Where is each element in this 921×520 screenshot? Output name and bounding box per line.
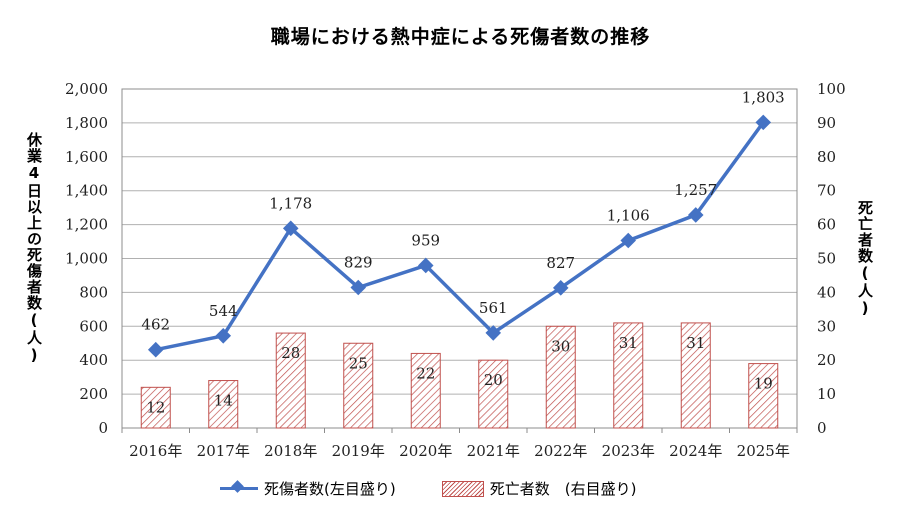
y-tick-right: 40 [817,283,836,301]
legend-label-bar: 死亡者数 (右目盛り) [489,480,637,498]
x-tick-label: 2022年 [534,442,587,460]
x-tick-label: 2021年 [467,442,520,460]
bar [140,386,171,429]
line-point [620,232,637,249]
y-tick-right: 90 [817,114,836,132]
line-point [687,207,704,223]
legend-line-marker-icon [220,487,258,490]
y-tick-left: 800 [79,283,108,301]
y-tick-left: 1,400 [65,182,108,200]
legend: 死傷者数(左目盛り) 死亡者数 (右目盛り) [220,478,682,499]
y-tick-left: 1,000 [65,250,108,268]
line-series [155,121,765,352]
y-tick-left: 400 [79,351,108,369]
x-tick-label: 2016年 [129,442,182,460]
bar-data-label: 25 [349,354,368,372]
y-tick-left: 1,600 [65,148,108,166]
bar-data-label: 31 [619,334,638,352]
x-tick-label: 2017年 [197,442,250,460]
x-tick-label: 2023年 [602,442,655,460]
y-axis-label-left: 休業4日以上の死傷者数(人) [25,132,43,365]
bar-data-label: 19 [754,375,773,393]
x-tick-label: 2019年 [332,442,385,460]
line-data-label: 827 [546,254,575,272]
y-tick-left: 1,200 [65,216,108,234]
bar-data-label: 31 [686,334,705,352]
y-tick-left: 1,800 [65,114,108,132]
bar-data-label: 12 [146,398,165,416]
y-axis-label-right: 死亡者数(人) [856,200,874,318]
line-data-label: 1,257 [674,181,717,199]
y-tick-right: 0 [817,419,827,437]
bar [275,332,306,429]
y-tick-right: 60 [817,216,836,234]
legend-bar-swatch-icon [441,480,484,497]
legend-item-line: 死傷者数(左目盛り) [220,478,396,499]
y-tick-left: 600 [79,317,108,335]
line-point [215,328,232,344]
bar-data-label: 20 [484,371,503,389]
y-tick-right: 30 [817,317,836,335]
line-data-label: 462 [141,316,170,334]
legend-item-bar: 死亡者数 (右目盛り) [441,478,637,499]
bar [410,352,441,429]
bar-data-label: 14 [214,392,233,410]
y-tick-right: 100 [817,80,846,98]
line-data-label: 1,178 [269,194,312,212]
bar [545,325,576,429]
x-tick-label: 2020年 [399,442,452,460]
bar [680,322,711,429]
y-tick-right: 10 [817,385,836,403]
line-data-label: 1,106 [607,207,650,225]
bar [208,380,239,429]
x-tick-label: 2018年 [264,442,317,460]
line-data-label: 829 [344,253,373,271]
legend-label-line: 死傷者数(左目盛り) [264,480,396,498]
y-tick-left: 200 [79,385,108,403]
bar-data-label: 28 [281,344,300,362]
y-tick-left: 2,000 [65,80,108,98]
y-tick-right: 70 [817,182,836,200]
line-point [147,341,164,358]
y-tick-right: 50 [817,250,836,268]
chart-title: 職場における熱中症による死傷者数の推移 [270,26,651,48]
x-tick-label: 2024年 [669,442,722,460]
line-data-label: 544 [209,302,238,320]
line-data-label: 561 [479,299,508,317]
bar-data-label: 22 [416,364,435,382]
y-tick-right: 80 [817,148,836,166]
line-data-label: 1,803 [742,88,785,106]
y-tick-left: 0 [98,419,108,437]
bar [343,342,374,429]
y-tick-right: 20 [817,351,836,369]
bar [478,359,509,429]
line-data-label: 959 [411,231,440,249]
bar [613,322,644,429]
bar [748,363,779,429]
x-tick-label: 2025年 [737,442,790,460]
line-point [282,220,299,237]
bar-data-label: 30 [551,337,570,355]
